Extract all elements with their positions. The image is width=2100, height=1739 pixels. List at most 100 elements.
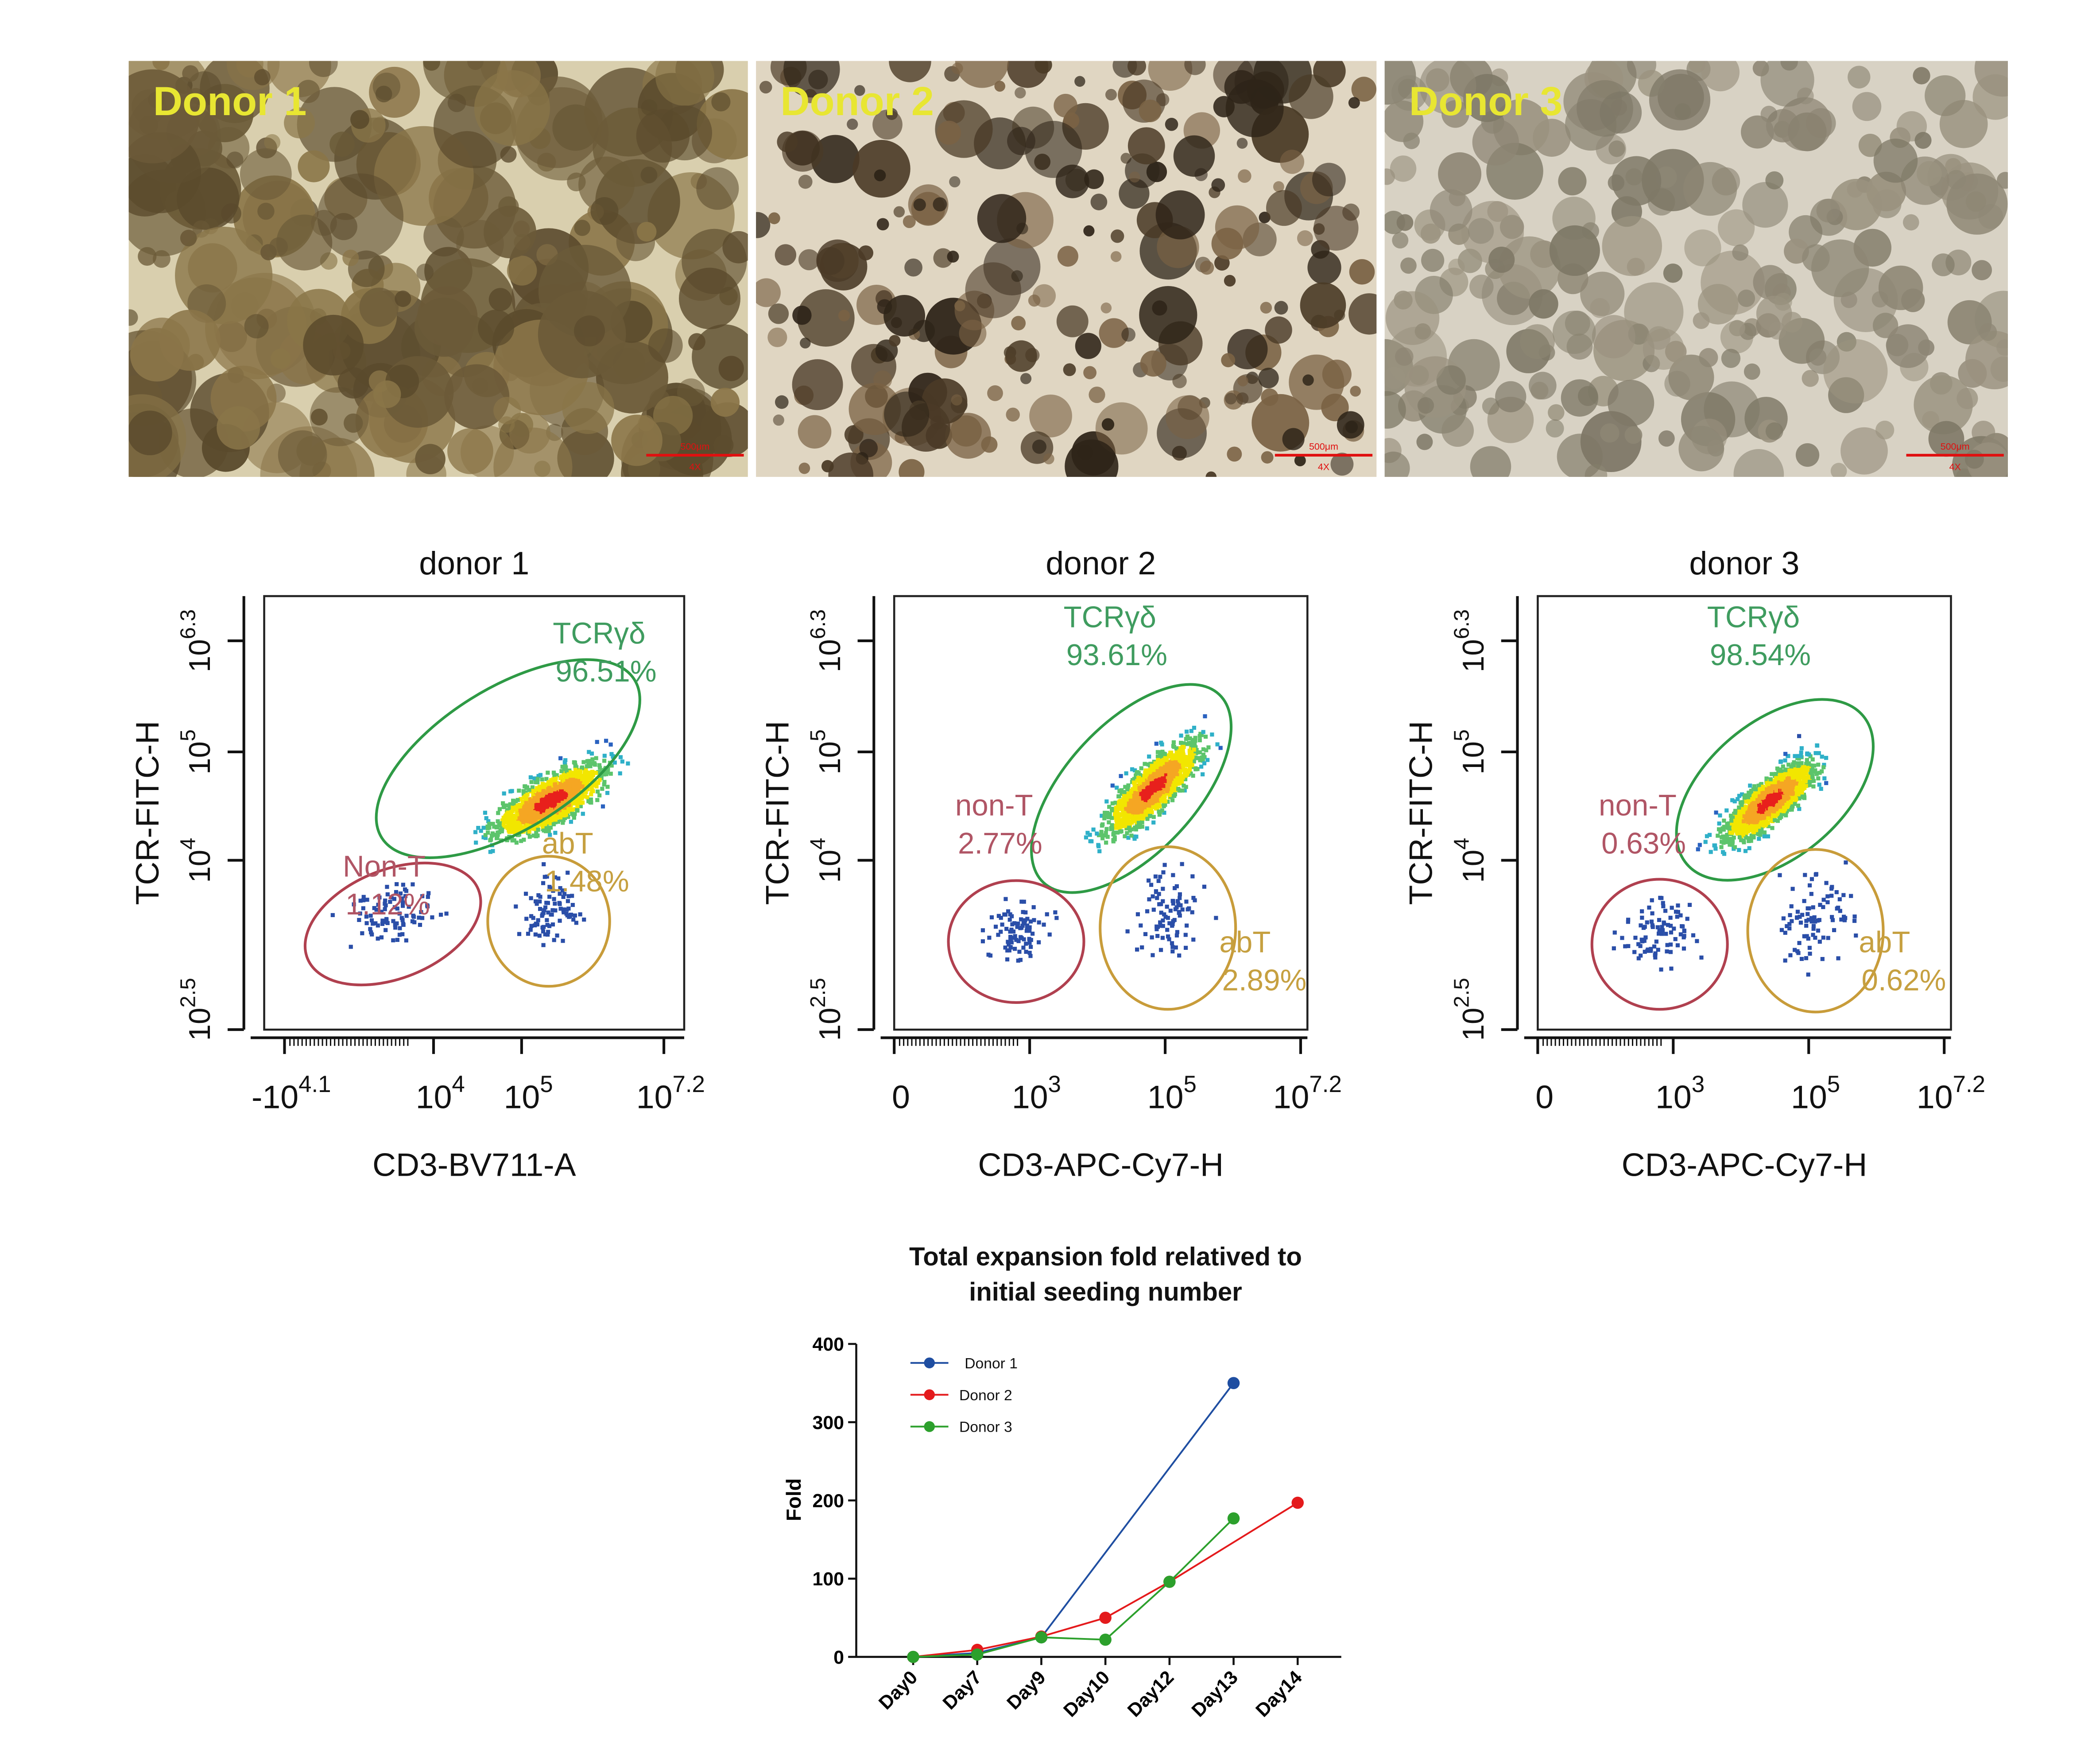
event bbox=[1145, 817, 1150, 821]
event bbox=[521, 819, 525, 824]
event bbox=[533, 899, 538, 904]
event bbox=[1799, 750, 1803, 755]
event bbox=[1157, 892, 1161, 896]
event bbox=[497, 807, 502, 811]
y-tick-label-base: 10 bbox=[183, 850, 217, 883]
cell-cluster bbox=[1200, 260, 1214, 275]
cell-cluster bbox=[1732, 244, 1749, 261]
event bbox=[572, 771, 576, 775]
event bbox=[1176, 902, 1181, 906]
event bbox=[1188, 764, 1192, 768]
event bbox=[1103, 810, 1107, 815]
event bbox=[490, 831, 495, 836]
event bbox=[1180, 907, 1185, 912]
event bbox=[1088, 839, 1093, 844]
event bbox=[1155, 933, 1160, 938]
event bbox=[1147, 789, 1151, 793]
event bbox=[395, 921, 399, 926]
plot-title: donor 3 bbox=[1689, 545, 1799, 581]
event bbox=[523, 891, 528, 896]
x-axis-label: CD3-APC-Cy7-H bbox=[978, 1147, 1224, 1183]
event bbox=[542, 862, 546, 867]
event bbox=[1154, 806, 1158, 811]
event bbox=[1162, 775, 1167, 780]
y-tick-label: 105 bbox=[806, 729, 847, 775]
event bbox=[546, 782, 551, 786]
event bbox=[1110, 783, 1115, 788]
event bbox=[538, 788, 542, 793]
cell-cluster bbox=[1348, 97, 1360, 109]
event bbox=[554, 790, 558, 794]
event bbox=[1730, 798, 1735, 802]
cell-cluster bbox=[1211, 178, 1225, 192]
event bbox=[1151, 894, 1155, 899]
cell-cluster bbox=[1558, 167, 1587, 196]
event bbox=[1161, 918, 1165, 923]
event bbox=[1137, 795, 1141, 800]
event bbox=[1125, 831, 1129, 835]
event bbox=[1042, 922, 1046, 927]
plot-frame bbox=[893, 595, 1309, 1031]
event bbox=[1004, 926, 1009, 931]
event bbox=[626, 761, 630, 766]
cell-cluster bbox=[1129, 171, 1140, 183]
event bbox=[385, 892, 390, 897]
event bbox=[1107, 820, 1111, 825]
y-tick-label-exponent: 6.3 bbox=[806, 609, 830, 639]
cell-cluster bbox=[1350, 386, 1361, 397]
event bbox=[511, 802, 516, 806]
event bbox=[1197, 738, 1202, 743]
event bbox=[1134, 803, 1138, 807]
event bbox=[1126, 808, 1131, 813]
cell-cluster bbox=[1084, 169, 1104, 190]
event bbox=[1176, 899, 1180, 903]
event bbox=[420, 894, 425, 899]
cell-cluster bbox=[467, 61, 484, 70]
event bbox=[1137, 825, 1142, 829]
event bbox=[558, 756, 563, 760]
event bbox=[1028, 954, 1033, 958]
event bbox=[1148, 786, 1153, 790]
event bbox=[1132, 777, 1136, 781]
event bbox=[400, 896, 404, 901]
event bbox=[569, 778, 573, 782]
event bbox=[602, 772, 606, 777]
event bbox=[358, 899, 363, 903]
cell-cluster bbox=[1520, 324, 1555, 359]
event bbox=[1171, 778, 1175, 782]
event bbox=[581, 760, 586, 764]
event bbox=[1126, 836, 1131, 840]
cell-cluster bbox=[1914, 132, 1932, 149]
event bbox=[1022, 937, 1026, 941]
event bbox=[556, 791, 561, 796]
event bbox=[1157, 809, 1161, 814]
event bbox=[566, 894, 571, 899]
event bbox=[565, 786, 570, 790]
magnification-label: 4X bbox=[1949, 462, 1961, 473]
event bbox=[1119, 774, 1123, 778]
event bbox=[1171, 899, 1175, 903]
event bbox=[993, 925, 998, 929]
event bbox=[538, 773, 543, 777]
event bbox=[538, 809, 542, 814]
event bbox=[598, 770, 602, 775]
event bbox=[1151, 777, 1155, 781]
cell-cluster bbox=[1729, 320, 1746, 337]
event bbox=[1696, 847, 1700, 852]
event bbox=[1170, 754, 1175, 759]
event bbox=[1215, 742, 1220, 747]
event bbox=[515, 809, 519, 813]
cell-cluster bbox=[1043, 453, 1054, 465]
cell-cluster bbox=[1684, 229, 1721, 267]
event bbox=[1161, 924, 1165, 928]
event bbox=[1019, 899, 1024, 904]
event bbox=[545, 932, 550, 937]
event bbox=[534, 830, 539, 835]
gate-percent: 1.12% bbox=[345, 888, 430, 921]
event bbox=[495, 825, 500, 829]
event bbox=[368, 927, 372, 931]
x-tick-label-exponent: 3 bbox=[1048, 1071, 1061, 1097]
event bbox=[1201, 759, 1205, 763]
cell-cluster bbox=[1925, 75, 1966, 116]
event bbox=[570, 807, 574, 812]
